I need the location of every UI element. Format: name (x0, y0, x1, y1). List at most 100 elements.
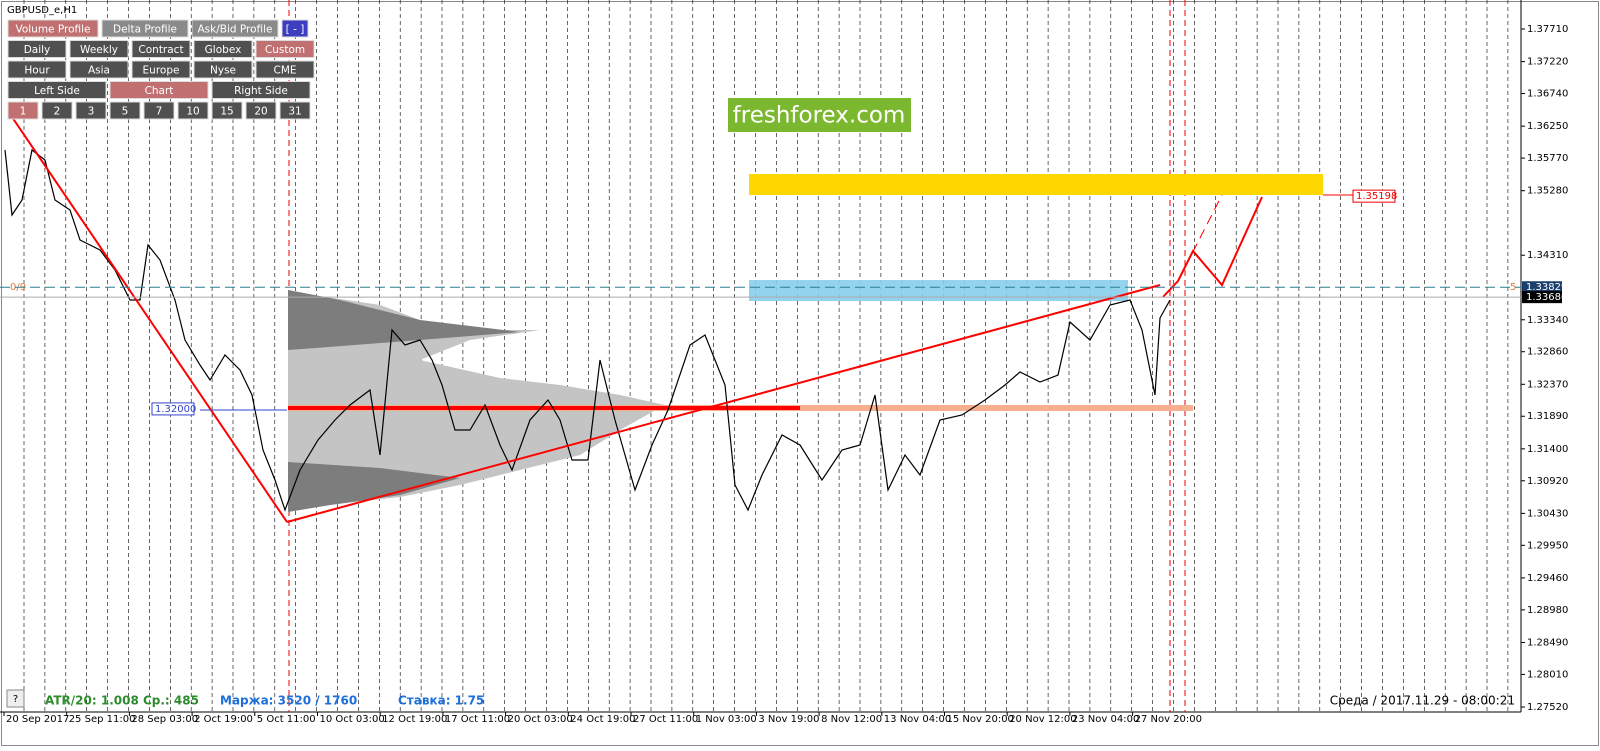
y-tick-label: 1.35770 (1527, 153, 1568, 164)
x-tick-label: 20 Oct 03:00 (508, 714, 573, 725)
y-tick-label: 1.33340 (1527, 315, 1568, 326)
button-label[interactable]: Right Side (234, 85, 288, 97)
button-label[interactable]: 3 (88, 106, 95, 118)
button-label[interactable]: 2 (54, 106, 61, 118)
button[interactable] (191, 19, 279, 38)
atr: ATR/20: 1.008 Ср.: 485 (45, 694, 199, 708)
x-tick-label: 10 Oct 03:00 (320, 714, 385, 725)
y-tick-label: 1.32370 (1527, 379, 1568, 390)
y-tick-label: 1.28010 (1527, 669, 1568, 680)
level-box (151, 402, 195, 416)
button[interactable] (211, 81, 311, 99)
y-tick-label: 1.28490 (1527, 637, 1568, 648)
button[interactable] (7, 40, 67, 58)
x-tick-label: 27 Nov 20:00 (1135, 714, 1202, 725)
y-tick-label: 1.27520 (1527, 702, 1568, 713)
y-tick-label: 1.31400 (1527, 444, 1568, 455)
button[interactable] (7, 60, 67, 79)
x-tick-label: 1 Nov 03:00 (696, 714, 757, 725)
y-tick-label: 1.30430 (1527, 508, 1568, 519)
button[interactable] (281, 19, 309, 38)
help-label[interactable]: ? (13, 694, 18, 705)
button[interactable] (69, 60, 129, 79)
button-label[interactable]: Custom (265, 44, 305, 56)
button-label[interactable]: 20 (254, 106, 267, 118)
level-box (1352, 189, 1396, 203)
margin: Маржа: 3520 / 1760 (220, 694, 357, 708)
watermark-bg (728, 98, 911, 132)
button-label[interactable]: Daily (24, 44, 51, 56)
button[interactable] (193, 40, 253, 58)
button[interactable] (211, 101, 243, 120)
button-label[interactable]: 7 (156, 106, 163, 118)
button[interactable] (69, 40, 129, 58)
x-tick-label: 2 Oct 19:00 (194, 714, 253, 725)
button-label[interactable]: Europe (143, 65, 180, 77)
button[interactable] (245, 101, 277, 120)
button[interactable] (279, 101, 311, 120)
volume-profile-upper (288, 290, 520, 350)
button[interactable] (193, 60, 253, 79)
button[interactable] (255, 40, 315, 58)
button-label[interactable]: CME (273, 65, 296, 77)
help-button[interactable] (6, 689, 25, 708)
button[interactable] (7, 101, 39, 120)
watermark: freshforex.com (733, 103, 906, 129)
button-label[interactable]: 5 (122, 106, 129, 118)
level-label: 1.32000 (155, 404, 196, 415)
symbol: GBPUSD_e,H1 (7, 5, 77, 16)
button[interactable] (131, 60, 191, 79)
x-tick-label: 28 Sep 03:00 (131, 714, 198, 725)
button-label[interactable]: Left Side (34, 85, 80, 97)
button-label[interactable]: Delta Profile (113, 24, 177, 36)
button[interactable] (109, 81, 209, 99)
button-label[interactable]: 1 (20, 106, 27, 118)
x-tick-label: 13 Nov 04:00 (884, 714, 951, 725)
clock: Среда / 2017.11.29 - 08:00:21 (1330, 694, 1515, 708)
button-label[interactable]: 15 (220, 106, 233, 118)
level-label: 1.35198 (1356, 191, 1397, 202)
button-label[interactable]: Globex (205, 44, 242, 56)
button[interactable] (101, 19, 189, 38)
button-label[interactable]: Volume Profile (15, 24, 90, 36)
y-tick-label: 1.29950 (1527, 540, 1568, 551)
level-box (1522, 281, 1562, 294)
button[interactable] (177, 101, 209, 120)
y-tick-label: 1.35280 (1527, 186, 1568, 197)
button-label[interactable]: Nyse (210, 65, 236, 77)
button[interactable] (7, 81, 107, 99)
x-tick-label: 17 Oct 11:00 (445, 714, 510, 725)
x-tick-label: 23 Nov 04:00 (1072, 714, 1139, 725)
button[interactable] (7, 19, 99, 38)
x-tick-label: 3 Nov 19:00 (758, 714, 819, 725)
button[interactable] (75, 101, 107, 120)
button-label[interactable]: Chart (145, 85, 174, 97)
button[interactable] (255, 60, 315, 79)
trend-down (11, 116, 288, 523)
button[interactable] (109, 101, 141, 120)
button-label[interactable]: Hour (24, 65, 50, 77)
y-tick-label: 1.28980 (1527, 605, 1568, 616)
button-label[interactable]: [ - ] (286, 24, 305, 36)
button-label[interactable]: Contract (138, 44, 183, 56)
x-tick-label: 15 Nov 20:00 (947, 714, 1014, 725)
level-label: 1.33829 (1526, 282, 1567, 293)
button[interactable] (131, 40, 191, 58)
button[interactable] (143, 101, 175, 120)
button[interactable] (41, 101, 73, 120)
y-tick-label: 1.37220 (1527, 57, 1568, 68)
button-label[interactable]: 10 (186, 106, 199, 118)
button-label[interactable]: Asia (88, 65, 110, 77)
button-label[interactable]: 31 (288, 106, 301, 118)
button-label[interactable]: Ask/Bid Profile (197, 24, 272, 36)
rate: Ставка: 1.75 (398, 694, 484, 708)
level-label: 1.33680 (1526, 292, 1567, 303)
y-tick-label: 1.31890 (1527, 411, 1568, 422)
button-label[interactable]: Weekly (80, 44, 118, 56)
x-tick-label: 8 Nov 12:00 (821, 714, 882, 725)
x-tick-label: 25 Sep 11:00 (69, 714, 136, 725)
price-line (4, 148, 1171, 512)
y-tick-label: 1.34310 (1527, 250, 1568, 261)
